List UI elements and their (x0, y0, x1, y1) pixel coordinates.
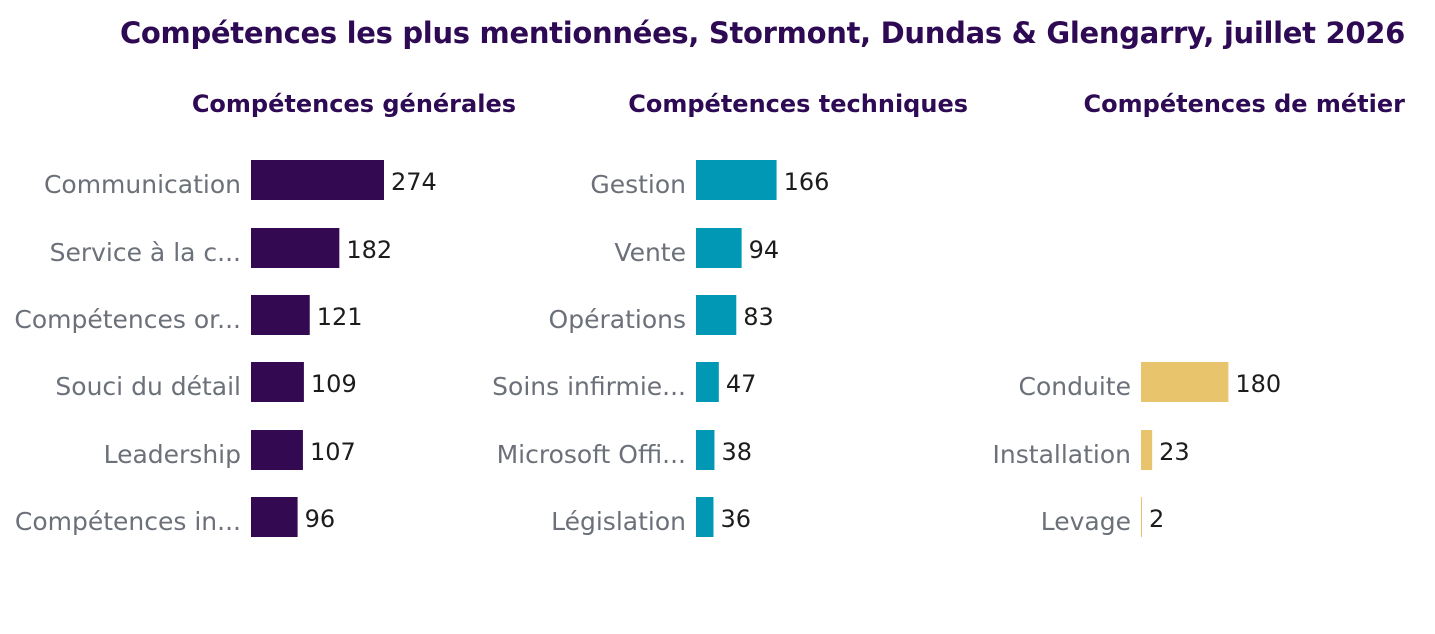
value-label: 47 (726, 370, 757, 398)
value-label: 36 (720, 505, 751, 533)
category-label: Gestion (590, 170, 686, 199)
bar (1141, 430, 1153, 470)
bar (1141, 362, 1229, 402)
value-label: 166 (784, 168, 830, 196)
category-label: Législation (551, 507, 686, 536)
bar (696, 295, 737, 335)
category-label: Vente (614, 238, 686, 267)
bar (1141, 497, 1142, 537)
category-label: Installation (993, 440, 1131, 469)
category-label: Communication (44, 170, 241, 199)
value-label: 38 (721, 438, 752, 466)
value-label: 94 (749, 236, 780, 264)
category-label: Microsoft Offi... (497, 440, 686, 469)
value-label: 274 (391, 168, 437, 196)
value-label: 180 (1235, 370, 1281, 398)
value-label: 107 (310, 438, 356, 466)
bar (251, 160, 384, 200)
bar (251, 430, 303, 470)
category-label: Souci du détail (55, 372, 241, 401)
value-label: 96 (305, 505, 336, 533)
value-label: 121 (317, 303, 363, 331)
category-label: Soins infirmie... (492, 372, 686, 401)
category-label: Opérations (549, 305, 686, 334)
panel-title: Compétences techniques (628, 90, 968, 118)
value-label: 83 (743, 303, 774, 331)
bar (696, 362, 719, 402)
category-label: Conduite (1019, 372, 1131, 401)
category-label: Levage (1041, 507, 1131, 536)
category-label: Compétences in... (15, 507, 241, 536)
category-label: Compétences or... (14, 305, 241, 334)
panel-2: Compétences techniques Gestion 166 Vente 94 O… (492, 90, 968, 537)
category-label: Leadership (104, 440, 241, 469)
panel-3: Compétences de métier Conduite 180 Installa… (993, 90, 1406, 537)
category-label: Service à la c... (50, 238, 241, 267)
value-label: 109 (311, 370, 357, 398)
bar (251, 228, 340, 268)
bar (696, 430, 715, 470)
chart-title: Compétences les plus mentionnées, Stormo… (119, 16, 1405, 50)
panel-1: Compétences générales Communication 274 Ser… (14, 90, 516, 537)
value-label: 23 (1159, 438, 1190, 466)
bar (251, 362, 304, 402)
value-label: 182 (346, 236, 392, 264)
value-label: 2 (1149, 505, 1164, 533)
bar (251, 295, 310, 335)
bar (696, 228, 742, 268)
bar (696, 497, 714, 537)
bar (251, 497, 298, 537)
bar (696, 160, 777, 200)
panel-title: Compétences générales (192, 90, 516, 118)
panel-title: Compétences de métier (1084, 90, 1406, 118)
